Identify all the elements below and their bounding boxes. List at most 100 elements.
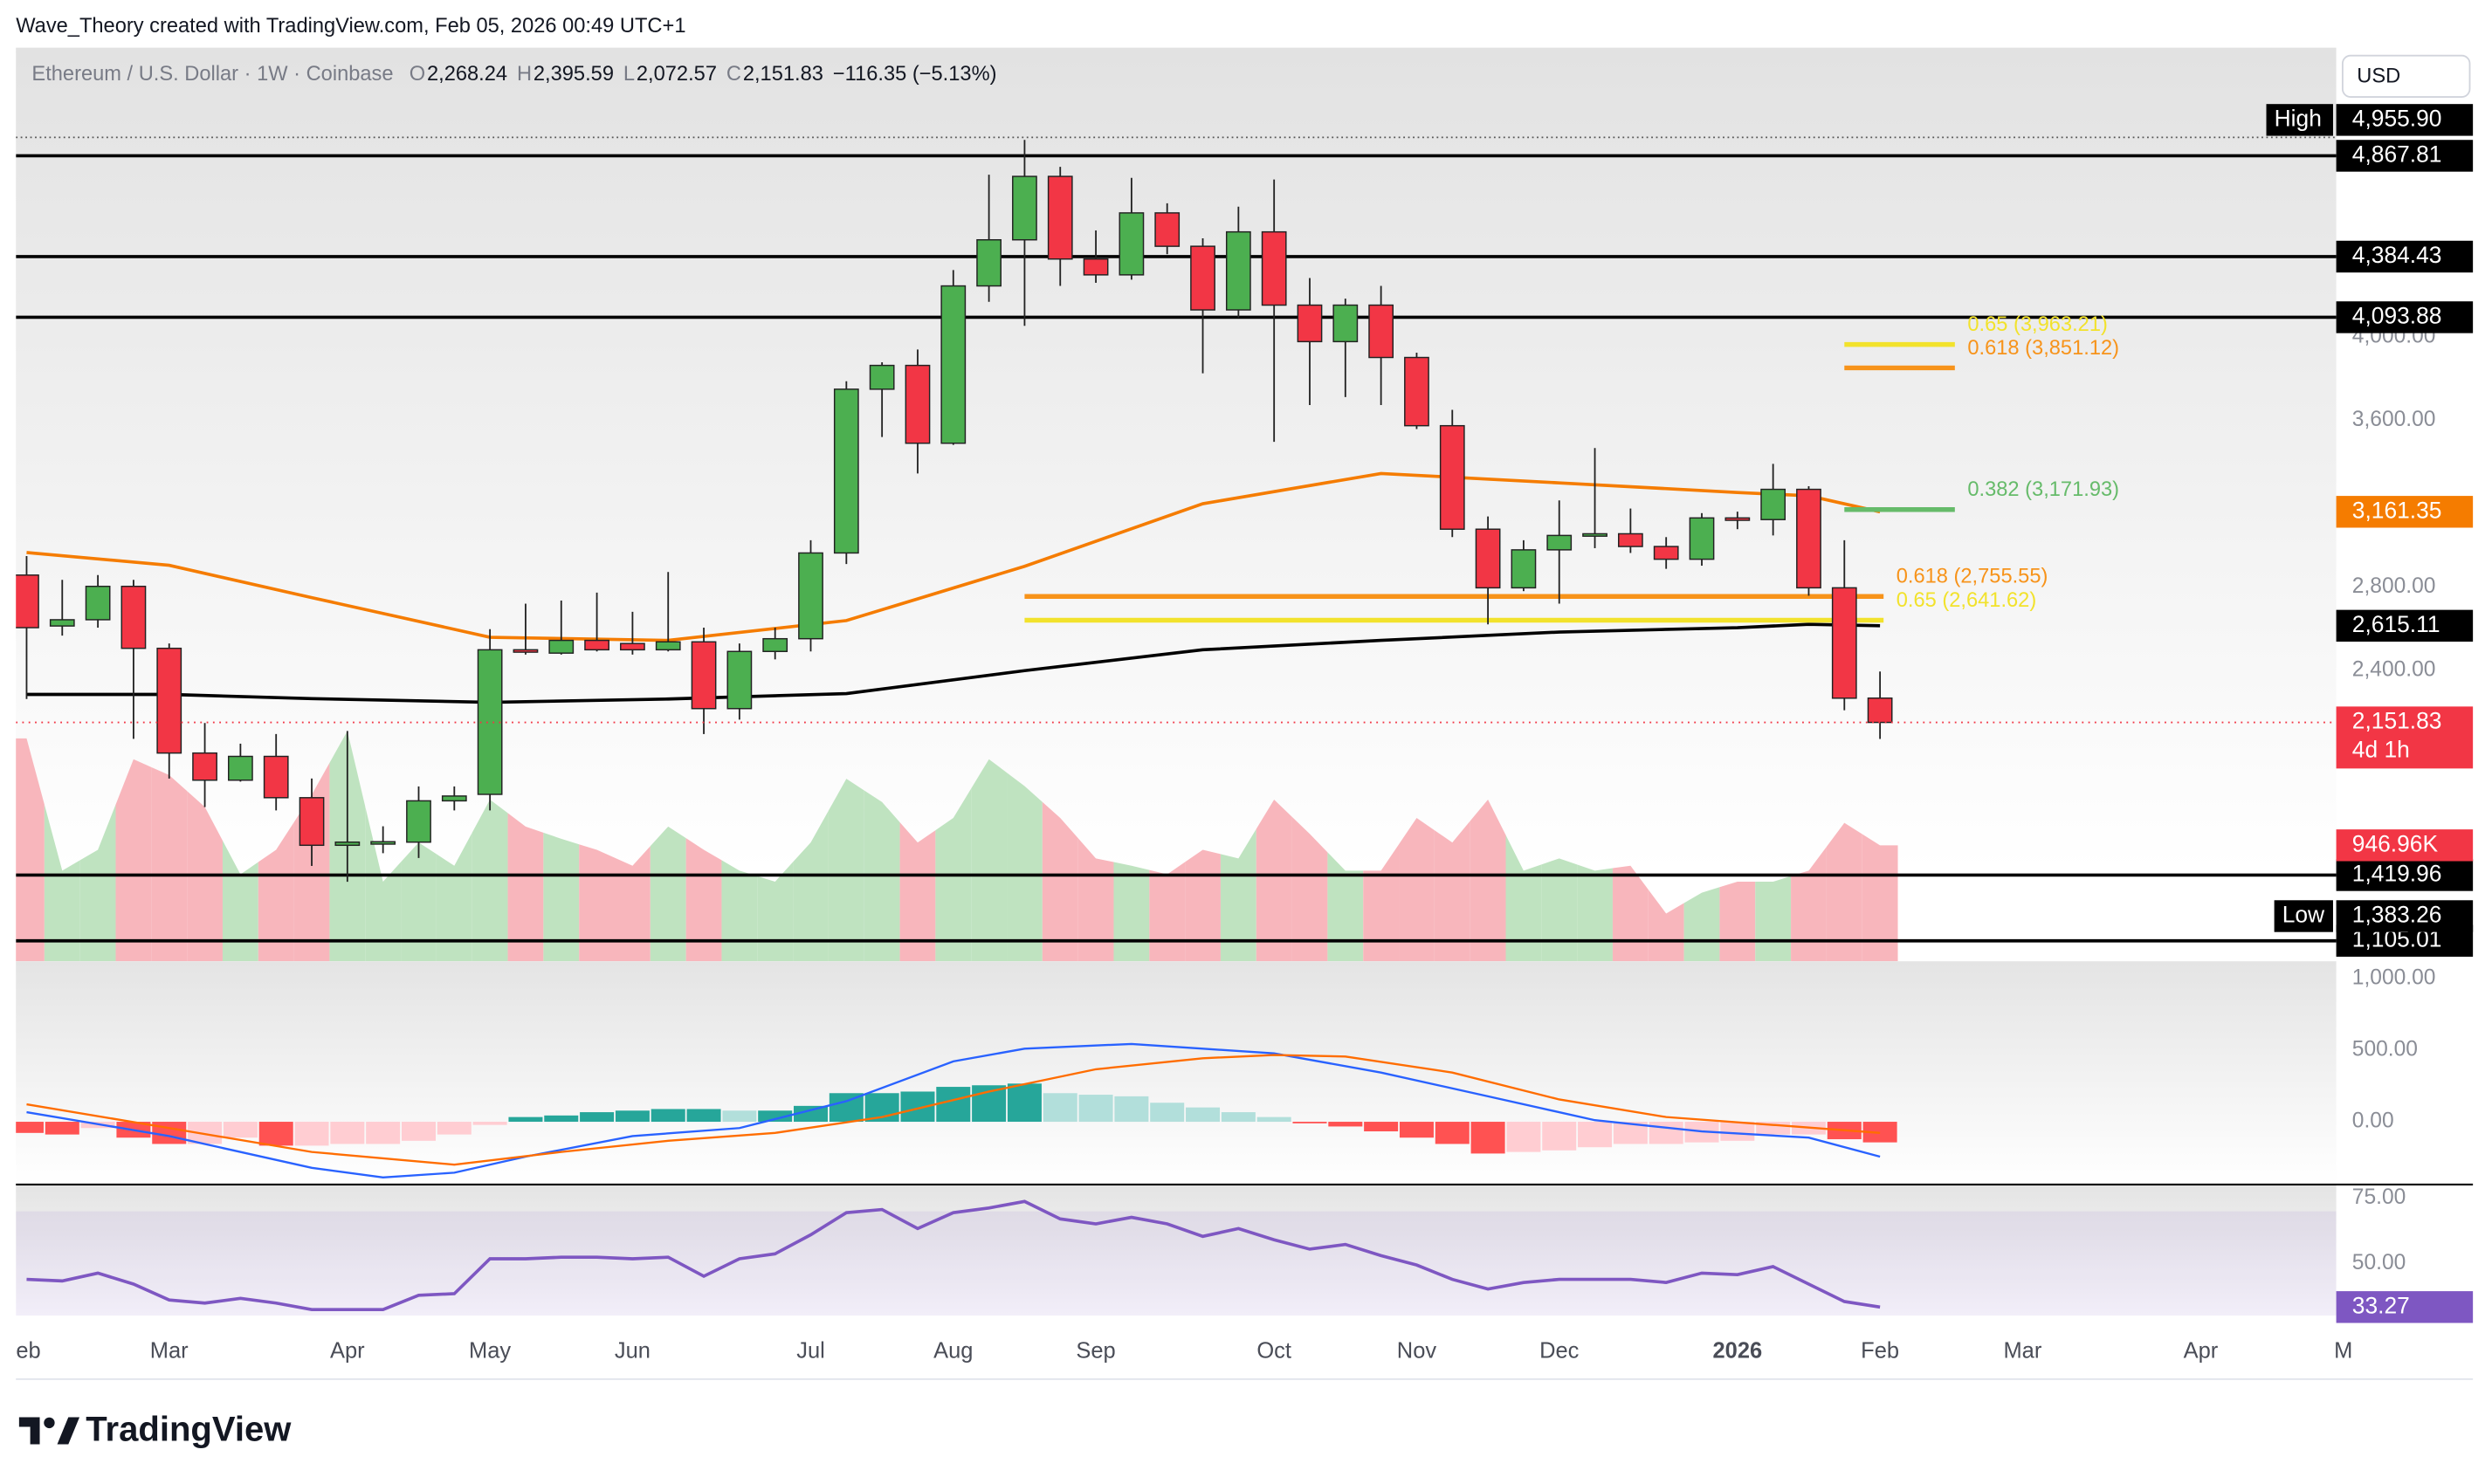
macd-histogram-bar (401, 1122, 436, 1141)
candle-body (85, 585, 111, 621)
y-tick-label: 3,600.00 (2352, 408, 2436, 431)
volume-bar (401, 842, 437, 962)
volume-last-label-box (2336, 829, 2474, 862)
candle-body (1582, 532, 1607, 537)
price-plot: 0.618 (2,755.55)0.65 (2,641.62) 0.382 (3,… (16, 136, 2337, 962)
macd-histogram-bar (1506, 1122, 1541, 1152)
high-name: High (2275, 105, 2322, 131)
level-label-box (2336, 859, 2474, 891)
candle-body (1653, 546, 1679, 560)
macd-histogram-bar (1578, 1122, 1613, 1148)
macd-macd-line (26, 1042, 1881, 1178)
candle-body (1368, 304, 1394, 359)
rsi-last-label: 33.27 (2352, 1292, 2410, 1318)
candle-body (477, 649, 503, 795)
volume-bar (44, 804, 80, 962)
macd-histogram-bar (686, 1109, 721, 1123)
x-tick-label: Mar (2003, 1339, 2041, 1364)
candle-body (1261, 230, 1287, 306)
macd-histogram-bar (330, 1122, 365, 1144)
y-tick-label: 2,400.00 (2352, 658, 2436, 682)
volume-bar (222, 840, 258, 962)
candle-body (513, 649, 539, 653)
candle-body (156, 647, 182, 754)
rsi-tick-label: 75.00 (2352, 1185, 2406, 1209)
volume-bar (365, 806, 402, 962)
currency-button[interactable] (2341, 54, 2471, 98)
candle-body (1297, 304, 1323, 343)
fib-label: 0.618 (3,851.12) (1967, 337, 2119, 360)
candle-body (1083, 258, 1109, 276)
macd-histogram-bar (366, 1122, 401, 1144)
x-tick-label: May (469, 1339, 511, 1364)
legend-text: Ethereum / U.S. Dollar · 1W · Coinbase (31, 63, 393, 86)
volume-bar (16, 738, 45, 962)
level-label-box (2336, 140, 2474, 172)
brand-logo (18, 1417, 80, 1445)
macd-tick-label: 0.00 (2352, 1110, 2394, 1133)
candle-body (1012, 175, 1037, 241)
macd-histogram-bar (722, 1110, 757, 1123)
rsi-plot (16, 1199, 2337, 1316)
volume-bar (543, 832, 580, 962)
candle-body (1796, 488, 1821, 589)
macd-histogram-bar (1114, 1096, 1149, 1123)
volume-bar (1683, 887, 1720, 962)
brand: TradingView (86, 1411, 292, 1449)
volume-bar (258, 821, 294, 962)
ma-last-label: 2,615.11 (2352, 611, 2440, 637)
price-pane (16, 47, 2337, 962)
candle-body (192, 752, 217, 781)
x-tick-label: Nov (1397, 1339, 1437, 1364)
volume-bar (436, 832, 472, 962)
volume-bar (1648, 890, 1684, 962)
candle-body (1190, 245, 1215, 311)
candle-body (726, 650, 753, 710)
high-label: 4,955.90 (2352, 105, 2442, 131)
candle-body (833, 388, 859, 554)
x-tick-label: Dec (1539, 1339, 1580, 1364)
last-price-label: 2,151.83 (2352, 708, 2442, 734)
fib-label: 0.65 (2,641.62) (1897, 589, 2036, 612)
candle-body (869, 364, 895, 390)
candle-body (584, 639, 609, 651)
low-name-box (2274, 900, 2333, 932)
macd-histogram-bar (1221, 1112, 1256, 1123)
x-tick-label: Feb (1861, 1339, 1899, 1364)
volume-bar (1470, 799, 1506, 962)
candle-body (299, 797, 325, 847)
y-tick-label: 2,800.00 (2352, 574, 2436, 598)
legend-text: −116.35 (−5.13%) (833, 63, 997, 86)
macd-histogram-bar (508, 1116, 543, 1123)
low-label-box (2336, 900, 2474, 932)
fib-label: 0.382 (3,171.93) (1967, 478, 2119, 501)
macd-histogram-bar (1043, 1093, 1077, 1123)
candle-body (334, 841, 361, 847)
fib-label: 0.65 (3,963.21) (1967, 313, 2107, 336)
candle-body (1760, 488, 1786, 520)
macd-histogram-bar (258, 1122, 293, 1146)
macd-histogram-bar (1435, 1122, 1470, 1144)
volume-bar (1755, 876, 1792, 962)
candle-body (1867, 697, 1893, 724)
macd-histogram-bar (1328, 1122, 1363, 1127)
candle-body (1404, 356, 1429, 427)
candle-body (620, 642, 645, 651)
level-label-box (2336, 240, 2474, 273)
candle-body (1617, 532, 1643, 547)
x-tick-label: Sep (1076, 1339, 1115, 1364)
ma-last-label-box (2336, 609, 2474, 642)
x-tick-label: 2026 (1712, 1339, 1762, 1364)
macd-pane (16, 961, 2337, 1184)
moving-average (26, 622, 1881, 704)
candle-body (1511, 549, 1537, 589)
high-label-box (2336, 104, 2474, 136)
candle-body (905, 364, 931, 444)
macd-histogram-bar (472, 1122, 507, 1125)
macd-histogram-bar (936, 1087, 971, 1123)
volume-bar (757, 862, 794, 962)
candle-body (976, 238, 1002, 287)
macd-histogram-bar (1186, 1107, 1221, 1123)
volume-bar (1862, 834, 1898, 962)
